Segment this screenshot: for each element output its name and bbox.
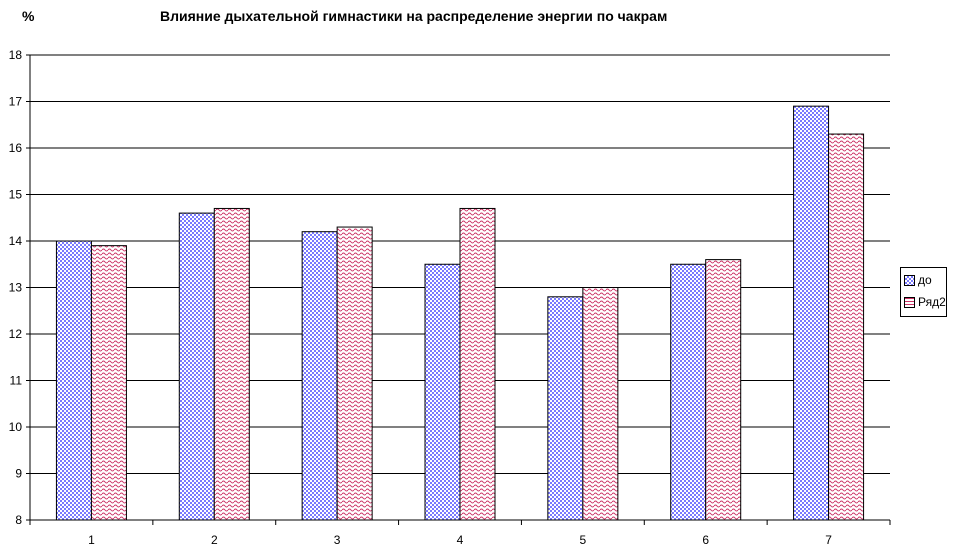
bar-2-3 [336, 226, 373, 521]
x-tick-label: 2 [211, 533, 218, 547]
y-tick-label: 15 [9, 188, 23, 202]
legend-swatch-series-1 [904, 274, 915, 286]
bar-1-5 [547, 296, 584, 521]
x-tick-label: 7 [825, 533, 832, 547]
bar-2-1 [90, 245, 127, 521]
y-tick-label: 9 [15, 467, 22, 481]
chart-title: Влияние дыхательной гимнастики на распре… [160, 8, 668, 24]
x-tick-label: 1 [88, 533, 95, 547]
legend-swatch-series-2 [904, 296, 915, 308]
y-tick-label: 13 [9, 281, 23, 295]
x-tick-label: 5 [580, 533, 587, 547]
bar-1-7 [793, 105, 830, 521]
bar-1-2 [178, 212, 215, 521]
legend-label-series-2: Ряд2 [918, 295, 946, 309]
legend-item-series-2: Ряд2 [904, 295, 946, 309]
y-tick-label: 18 [9, 48, 23, 62]
bar-2-4 [459, 207, 496, 521]
bar-1-1 [55, 240, 92, 521]
legend-item-series-1: до [904, 273, 932, 287]
y-tick-label: 17 [9, 95, 23, 109]
y-tick-label: 14 [9, 234, 23, 248]
bar-2-6 [705, 259, 742, 521]
x-tick-label: 4 [457, 533, 464, 547]
bar-1-3 [301, 231, 338, 521]
bar-2-2 [213, 207, 250, 521]
y-tick-label: 11 [10, 374, 23, 388]
x-tick-label: 3 [334, 533, 341, 547]
y-tick-label: 10 [9, 420, 23, 434]
bar-2-7 [828, 133, 865, 521]
legend: до Ряд2 [900, 267, 947, 317]
legend-label-series-1: до [918, 273, 932, 287]
bar-2-5 [582, 287, 619, 521]
bar-1-4 [424, 263, 461, 521]
bars [55, 105, 865, 521]
x-tick-label: 6 [702, 533, 709, 547]
gridlines [30, 54, 890, 474]
y-tick-label: 12 [9, 327, 23, 341]
y-tick-label: 8 [15, 513, 22, 527]
y-axis-label: % [22, 8, 35, 24]
y-tick-label: 16 [9, 141, 23, 155]
bar-1-6 [670, 263, 707, 521]
